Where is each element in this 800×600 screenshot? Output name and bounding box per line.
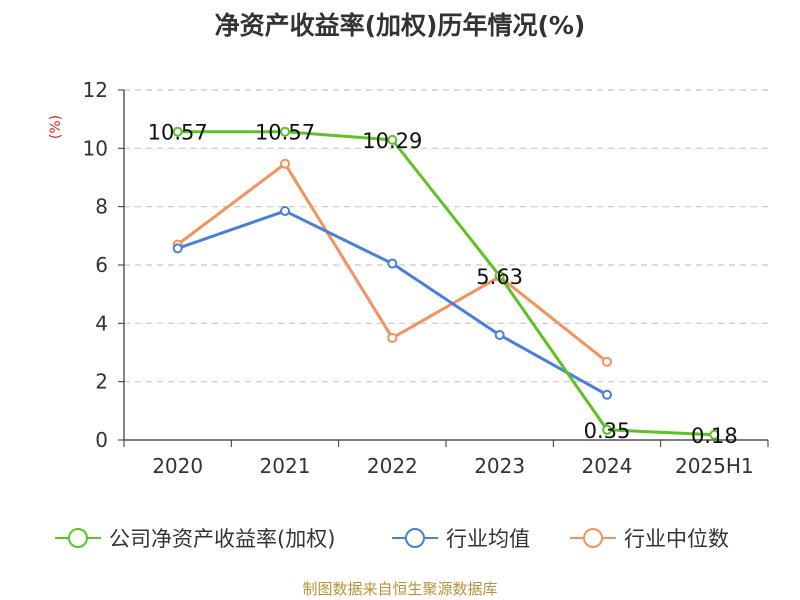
data-point-1 [494, 330, 505, 340]
legend-marker-company-roe [55, 528, 101, 548]
series-line-0 [177, 130, 715, 437]
data-source-note: 制图数据来自恒生聚源数据库 [302, 580, 498, 598]
data-label: 10.57 [255, 121, 315, 145]
y-tick-label: 8 [95, 195, 108, 219]
legend-marker-industry-mean [392, 528, 438, 548]
x-tick-label: 2021 [260, 454, 311, 478]
data-point-2 [387, 332, 398, 343]
legend-label-company-roe: 公司净资产收益率(加权) [109, 527, 336, 551]
legend-item-company-roe[interactable]: 公司净资产收益率(加权) [55, 518, 335, 558]
data-point-1 [172, 243, 183, 254]
data-point-0 [709, 429, 720, 440]
data-label: 5.63 [476, 265, 523, 289]
data-point-1 [280, 206, 290, 217]
data-point-0 [280, 126, 290, 137]
data-point-2 [602, 356, 612, 367]
data-point-2 [280, 158, 290, 169]
y-tick-label: 6 [95, 253, 108, 277]
y-tick-label: 10 [83, 136, 108, 160]
data-point-0 [387, 134, 398, 145]
data-point-0 [494, 270, 505, 281]
x-tick-label: 2025H1 [675, 454, 754, 478]
legend-item-industry-mean[interactable]: 行业均值 [392, 518, 530, 558]
data-point-1 [387, 258, 398, 269]
legend-label-industry-median: 行业中位数 [624, 527, 729, 551]
legend-marker-industry-median [570, 528, 616, 548]
data-label: 0.35 [584, 419, 631, 443]
legend-item-industry-median[interactable]: 行业中位数 [570, 518, 729, 558]
x-tick-label: 2024 [582, 454, 633, 478]
data-label: 0.18 [691, 424, 738, 448]
y-tick-label: 4 [95, 311, 108, 335]
data-point-0 [172, 126, 183, 137]
x-tick-label: 2022 [367, 454, 418, 478]
y-tick-label: 12 [83, 78, 108, 102]
legend-label-industry-mean: 行业均值 [446, 527, 530, 551]
legend: 公司净资产收益率(加权) 行业均值 行业中位数 [0, 518, 800, 558]
x-tick-label: 2020 [152, 454, 203, 478]
data-point-0 [602, 424, 612, 435]
series-line-1 [177, 209, 608, 397]
chart-title: 净资产收益率(加权)历年情况(%) [214, 11, 586, 40]
x-tick-label: 2023 [474, 454, 525, 478]
data-label: 10.57 [148, 121, 208, 145]
y-tick-label: 0 [95, 428, 108, 452]
data-point-1 [602, 389, 612, 400]
data-label: 10.29 [362, 129, 422, 153]
y-tick-label: 2 [95, 370, 108, 394]
